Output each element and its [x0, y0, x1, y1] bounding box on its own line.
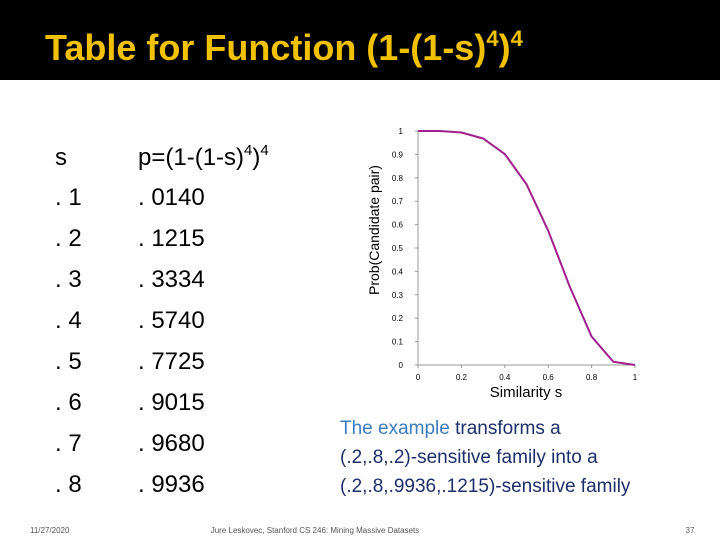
table-body: . 1 . 0140 . 2 . 1215 . 3 . 3334 . 4 . 5740 . 5.… [55, 184, 205, 498]
caption-line: (.2,.8,.2)-sensitive family into a [340, 447, 598, 468]
table-cell: . 6 [55, 389, 82, 416]
y-tick-label: 0.1 [392, 338, 404, 347]
table-cell: . 4 [55, 307, 82, 334]
table-cell: . 7 [55, 430, 82, 457]
footer-page: 37 [686, 526, 695, 535]
table-header: p=(1-(1-s)4)4 [138, 142, 269, 171]
table-cell: . 9015 [138, 389, 205, 416]
table-cell: . 2 [55, 225, 82, 252]
table-cell: . 5740 [138, 307, 205, 334]
table-cell: . 9680 [138, 430, 205, 457]
table-cell: . 1215 [138, 225, 205, 252]
x-tick-label: 0.2 [456, 373, 468, 382]
y-tick-label: 0.4 [392, 267, 404, 276]
title-sup: 4 [511, 26, 524, 51]
header-text: ) [252, 144, 260, 171]
y-tick-label: 0.3 [392, 291, 404, 300]
title-text: ) [499, 27, 511, 68]
title: Table for Function (1-(1-s)4)4 [45, 26, 524, 68]
table-header: s [55, 144, 67, 171]
caption-line: The example transforms a [340, 418, 561, 439]
table-cell: . 9936 [138, 471, 205, 498]
title-band [0, 0, 720, 80]
table-cell: . 8 [55, 471, 82, 498]
table-cell: . 1 [55, 184, 82, 211]
y-tick-label: 0.9 [392, 150, 404, 159]
table-cell: . 3 [55, 266, 82, 293]
table-cell: . 5 [55, 348, 82, 375]
header-text: p=(1-(1-s) [138, 144, 244, 171]
y-tick-label: 0 [399, 361, 404, 370]
header-sup: 4 [260, 142, 268, 159]
y-tick-label: 0.8 [392, 174, 404, 183]
x-tick-label: 0.8 [586, 373, 598, 382]
caption-highlight: The example [340, 418, 450, 439]
x-tick-label: 0.6 [543, 373, 555, 382]
title-sup: 4 [486, 26, 499, 51]
y-tick-label: 0.2 [392, 314, 404, 323]
footer-date: 11/27/2020 [30, 526, 70, 535]
table-cell: . 7725 [138, 348, 205, 375]
header-sup: 4 [244, 142, 252, 159]
x-tick-label: 1 [633, 373, 638, 382]
caption-line: (.2,.8,.9936,.1215)-sensitive family [340, 476, 631, 497]
table-cell: . 3334 [138, 266, 205, 293]
title-text: Table for Function (1-(1-s) [45, 27, 486, 68]
footer-credit: Jure Leskovec, Stanford CS 246: Mining M… [211, 526, 420, 535]
y-tick-label: 0.6 [392, 221, 404, 230]
caption-text: transforms a [455, 418, 561, 439]
y-tick-label: 1 [399, 127, 404, 136]
y-axis-label: Prob(Candidate pair) [366, 165, 382, 295]
x-tick-label: 0.4 [499, 373, 511, 382]
chart: 0 0.1 0.2 0.3 0.4 0.5 0.6 0.7 0.8 0.9 1 0 0.2 0.4 0.6 0… [366, 127, 638, 401]
table-cell: . 0140 [138, 184, 205, 211]
x-tick-label: 0 [416, 373, 421, 382]
line [418, 130, 636, 366]
y-tick-label: 0.7 [392, 197, 404, 206]
x-axis-label: Similarity s [490, 384, 563, 401]
y-tick-label: 0.5 [392, 244, 404, 253]
